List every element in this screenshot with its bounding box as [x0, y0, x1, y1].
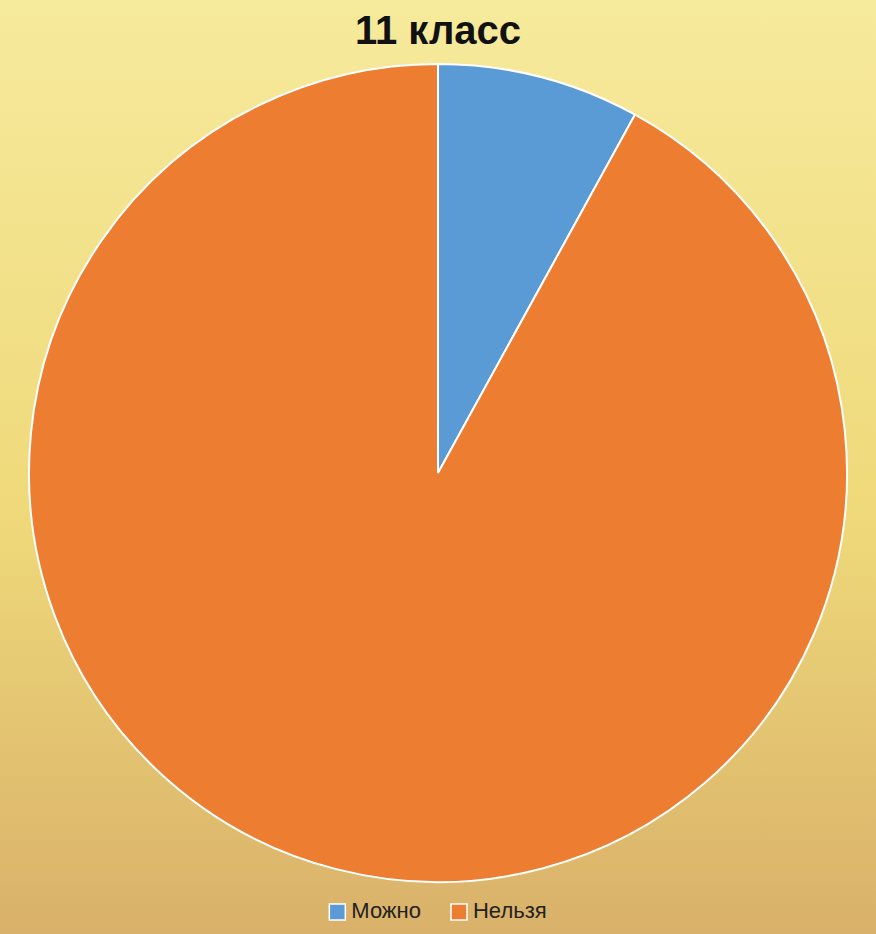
legend-label: Можно [351, 898, 421, 923]
legend-label: Нельзя [473, 898, 547, 923]
legend-item: Нельзя [451, 898, 547, 923]
pie [29, 64, 847, 882]
pie-slice [29, 64, 847, 882]
legend: Можно Нельзя [329, 898, 546, 923]
legend-swatch [329, 904, 345, 920]
chart-title: 11 класс [355, 8, 521, 52]
legend-item: Можно [329, 898, 421, 923]
legend-swatch [451, 904, 467, 920]
chart: 11 класс Можно Нельзя [0, 0, 876, 934]
